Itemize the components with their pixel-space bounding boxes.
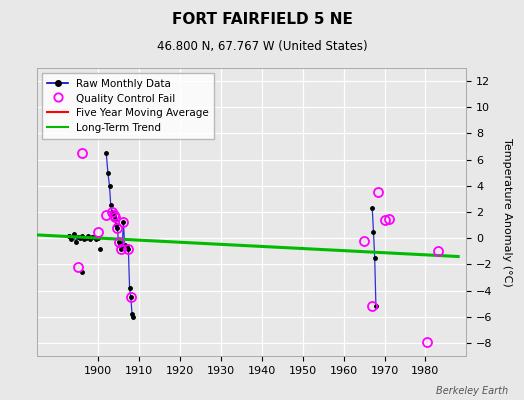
Text: 46.800 N, 67.767 W (United States): 46.800 N, 67.767 W (United States) bbox=[157, 40, 367, 53]
Text: FORT FAIRFIELD 5 NE: FORT FAIRFIELD 5 NE bbox=[171, 12, 353, 27]
Y-axis label: Temperature Anomaly (°C): Temperature Anomaly (°C) bbox=[502, 138, 512, 286]
Text: Berkeley Earth: Berkeley Earth bbox=[436, 386, 508, 396]
Legend: Raw Monthly Data, Quality Control Fail, Five Year Moving Average, Long-Term Tren: Raw Monthly Data, Quality Control Fail, … bbox=[42, 73, 214, 139]
